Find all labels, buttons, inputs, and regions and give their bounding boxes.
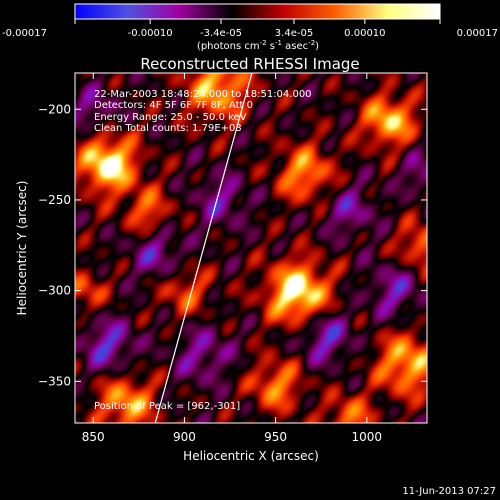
heatmap-image-wrap: [75, 73, 427, 423]
colorbar-tick-label: 3.4e-05: [275, 28, 313, 39]
footer-timestamp: 11-Jun-2013 07:27: [402, 486, 496, 497]
plot-frame: [74, 72, 428, 424]
colorbar-tick-label: 0.00017: [457, 28, 498, 39]
x-axis-label: Heliocentric X (arcsec): [183, 449, 319, 463]
annotation-time-range: 22-Mar-2003 18:48:24.000 to 18:51:04.000: [94, 89, 312, 100]
colorbar-bar: [74, 3, 441, 20]
colorbar-tick-label: -0.00010: [128, 28, 173, 39]
x-tick-label: 850: [82, 430, 105, 444]
colorbar-tick-label: 0.00010: [344, 28, 385, 39]
colorbar-unit-label: (photons cm-2 s-1 asec-2): [197, 39, 319, 52]
colorbar-tick-label: -3.4e-05: [200, 28, 242, 39]
y-tick-label: −250: [38, 193, 71, 207]
colorbar: -0.00017 -0.00010 -3.4e-05 3.4e-05 0.00010 0.…: [2, 3, 498, 52]
x-tick-label: 900: [173, 430, 196, 444]
limb-line: [154, 72, 253, 424]
colorbar-ticks: -0.00017 -0.00010 -3.4e-05 3.4e-05 0.00010 0.…: [2, 19, 498, 39]
annotation-clean: Clean Total counts: 1.79E+03: [94, 123, 242, 134]
axis-ticks: 850 900 950 1000 −200 −250 −300 −350: [38, 73, 427, 444]
y-tick-label: −350: [38, 374, 71, 388]
y-axis-label: Heliocentric Y (arcsec): [15, 181, 29, 316]
heatmap-image: [75, 73, 427, 423]
colorbar-tick-label: -0.00017: [2, 28, 47, 39]
x-tick-label: 1000: [352, 430, 383, 444]
annotation-peak: Position of Peak = [962,-301]: [94, 401, 240, 412]
annotation-detectors: Detectors: 4F 5F 6F 7F 8F, Att 0: [94, 100, 253, 111]
y-tick-label: −200: [38, 102, 71, 116]
chart-title: Reconstructed RHESSI Image: [140, 55, 359, 73]
y-tick-label: −300: [38, 284, 71, 298]
x-tick-label: 950: [264, 430, 287, 444]
annotation-energy: Energy Range: 25.0 - 50.0 keV: [94, 112, 247, 123]
